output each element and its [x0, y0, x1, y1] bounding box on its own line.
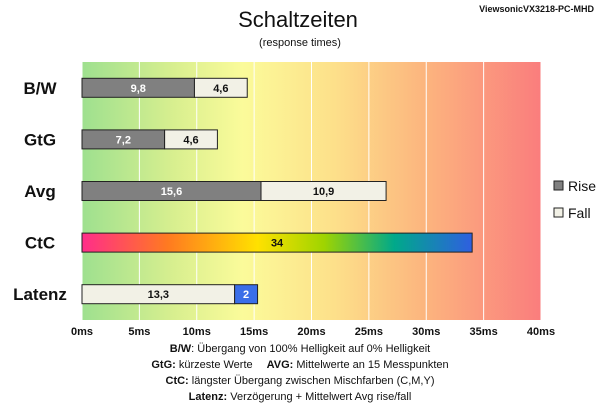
- bar: [234, 284, 259, 305]
- x-tick-labels: 0ms 5ms 10ms 15ms 20ms 25ms 30ms 35ms 40ms: [71, 326, 555, 338]
- value-label: 13,3: [148, 289, 169, 301]
- bars: [81, 77, 473, 305]
- x-tick-label: 35ms: [470, 326, 498, 338]
- bar: [193, 77, 248, 98]
- category-label: GtG: [24, 130, 56, 149]
- value-label: 9,8: [131, 83, 146, 95]
- footnote-latenz: Latenz: Verzögerung + Mittelwert Avg ris…: [189, 391, 412, 403]
- chart-subtitle: (response times): [259, 37, 341, 49]
- value-label: 7,2: [116, 134, 131, 146]
- footnotes: B/W: Übergang von 100% Helligkeit auf 0%…: [151, 343, 448, 403]
- legend-swatch-rise: [553, 180, 564, 191]
- x-tick-label: 30ms: [412, 326, 440, 338]
- value-label: 4,6: [213, 83, 228, 95]
- x-tick-label: 20ms: [297, 326, 325, 338]
- category-label: Avg: [24, 182, 56, 201]
- monitor-model: ViewsonicVX3218-PC-MHD: [479, 4, 594, 14]
- footnote-bw: B/W: Übergang von 100% Helligkeit auf 0%…: [170, 343, 430, 355]
- legend-swatch-fall: [553, 207, 564, 218]
- x-tick-label: 0ms: [71, 326, 93, 338]
- x-tick-label: 25ms: [355, 326, 383, 338]
- x-tick-label: 40ms: [527, 326, 555, 338]
- footnote-gtg-avg: GtG: kürzeste Werte AVG: Mittelwerte an 1…: [151, 359, 448, 371]
- value-label: 2: [243, 289, 249, 301]
- category-labels: B/W GtG Avg CtC Latenz: [13, 79, 67, 304]
- category-label: Latenz: [13, 285, 67, 304]
- x-tick-label: 15ms: [240, 326, 268, 338]
- x-tick-label: 10ms: [183, 326, 211, 338]
- bar: [260, 181, 387, 201]
- bar: [164, 129, 218, 150]
- category-label: B/W: [23, 79, 57, 98]
- bar: [81, 232, 473, 253]
- chart-title: Schaltzeiten: [238, 7, 358, 32]
- x-tick-label: 5ms: [128, 326, 150, 338]
- value-label: 4,6: [183, 134, 198, 146]
- category-label: CtC: [25, 234, 55, 253]
- value-label: 34: [271, 238, 284, 250]
- legend-label-fall: Fall: [568, 205, 591, 221]
- footnote-ctc: CtC: längster Übergang zwischen Mischfar…: [166, 375, 435, 387]
- legend: Rise Fall: [553, 178, 596, 221]
- value-labels: 9,8 4,6 7,2 4,6 15,6 10,9 34 13,3 2: [116, 83, 335, 301]
- legend-label-rise: Rise: [568, 178, 596, 194]
- value-label: 10,9: [313, 186, 334, 198]
- value-label: 15,6: [161, 186, 182, 198]
